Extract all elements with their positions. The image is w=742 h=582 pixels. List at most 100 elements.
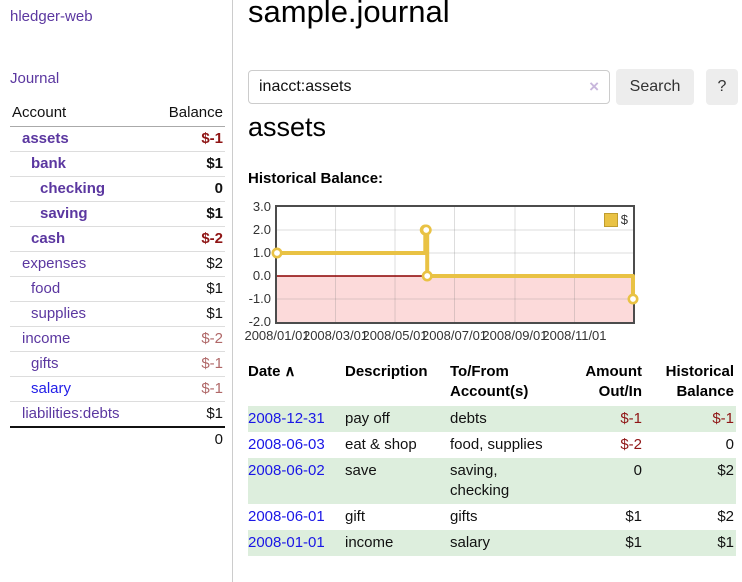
register-table: Date ∧ Description To/From Account(s) Amount… [248,360,736,556]
account-row: saving $1 [10,201,225,227]
y-axis-tick-label: 3.0 [252,199,271,214]
account-row: expenses $2 [10,251,225,277]
account-balance: $-1 [150,351,225,377]
register-row: 2008-06-01 gift gifts $1 $2 [248,504,736,530]
register-row: 2008-06-03 eat & shop food, supplies $-2 0 [248,432,736,458]
transaction-amount: $-2 [620,436,642,453]
legend-swatch-icon [603,212,618,227]
account-link-checking[interactable]: checking [40,180,106,197]
account-balance: $1 [150,201,225,227]
transaction-description: pay off [345,410,390,427]
account-balance: $1 [150,401,225,428]
account-link-salary[interactable]: salary [31,380,72,397]
search-input[interactable] [249,71,609,103]
accounts-header-account: Account [10,100,151,127]
transaction-balance: $2 [717,508,734,525]
chart-canvas [271,207,639,322]
account-heading: assets [248,112,327,142]
account-row: food $1 [10,276,225,302]
transaction-balance: 0 [725,436,734,453]
account-balance: $1 [150,301,225,327]
account-link-expenses[interactable]: expenses [22,255,87,272]
account-balance: $-1 [150,126,225,152]
account-link-supplies[interactable]: supplies [31,305,87,322]
y-axis-tick-label: 1.0 [252,245,271,260]
register-row: 2008-12-31 pay off debts $-1 $-1 [248,406,736,432]
account-row: cash $-2 [10,226,225,252]
register-header-to-from-account-s-: To/From Account(s) [450,363,529,400]
search-button[interactable]: Search [616,69,694,105]
accounts-header-balance: Balance [150,100,225,127]
register-header-amount-out-in: Amount Out/In [585,363,642,400]
y-axis-tick-label: 2.0 [252,222,271,237]
page-title: sample.journal [248,0,450,29]
account-balance: $1 [150,151,225,177]
transaction-accounts: saving, checking [450,462,510,499]
clear-search-icon[interactable]: × [589,77,599,96]
account-balance: $-1 [150,376,225,402]
transaction-balance: $1 [717,534,734,551]
brand-link[interactable]: hledger-web [10,8,93,25]
help-button[interactable]: ? [706,69,738,105]
balance-chart: $ 3.0 2.0 1.0 0.0 -1.0 -2.0 2008/01/01 2008/03/… [244,199,639,343]
account-balance: $-2 [150,226,225,252]
account-link-bank[interactable]: bank [31,155,67,172]
chart-legend: $ [603,212,628,227]
transaction-amount: $1 [625,508,642,525]
y-axis-tick-label: 0.0 [252,268,271,283]
transaction-balance: $-1 [712,410,734,427]
transaction-date-link[interactable]: 2008-06-03 [248,436,325,453]
register-header-historical-balance: Historical Balance [665,363,734,400]
transaction-date-link[interactable]: 2008-12-31 [248,410,325,427]
x-axis-tick-label: 2008/09/01 [482,328,548,343]
account-link-cash[interactable]: cash [31,230,66,247]
transaction-accounts: salary [450,534,491,551]
transaction-date-link[interactable]: 2008-01-01 [248,534,325,551]
transaction-accounts: debts [450,410,487,427]
transaction-date-link[interactable]: 2008-06-02 [248,462,325,479]
chart-title: Historical Balance: [248,170,384,187]
transaction-description: eat & shop [345,436,417,453]
x-axis-tick-label: 2008/07/01 [421,328,488,343]
transaction-amount: $-1 [620,410,642,427]
register-header-date[interactable]: Date ∧ [248,363,296,380]
account-balance: 0 [150,176,225,202]
legend-series-label: $ [620,212,628,227]
accounts-table: Account Balance assets $-1 bank $1 checking 0… [10,100,225,452]
transaction-amount: 0 [633,462,642,479]
account-link-liabilities-debts[interactable]: liabilities:debts [22,405,120,422]
account-row: assets $-1 [10,126,225,152]
account-balance: $2 [150,251,225,277]
transaction-balance: $2 [717,462,734,479]
account-link-income[interactable]: income [22,330,71,347]
transaction-amount: $1 [625,534,642,551]
account-link-food[interactable]: food [31,280,61,297]
account-row: salary $-1 [10,376,225,402]
transaction-date-link[interactable]: 2008-06-01 [248,508,325,525]
account-balance: $-2 [150,326,225,352]
x-axis-tick-label: 2008/05/01 [362,328,428,343]
account-row: liabilities:debts $1 [10,401,225,428]
nav-journal-link[interactable]: Journal [10,70,60,87]
sidebar: hledger-web Journal Account Balance asse… [0,0,233,582]
transaction-description: income [345,534,394,551]
search-box: × [248,70,610,104]
accounts-total-row: 0 [10,426,225,452]
account-link-assets[interactable]: assets [22,130,69,147]
y-axis-tick-label: -1.0 [248,291,271,306]
account-row: supplies $1 [10,301,225,327]
transaction-accounts: gifts [450,508,478,525]
transaction-description: save [345,462,377,479]
transaction-description: gift [345,508,366,525]
register-row: 2008-06-02 save saving, checking 0 $2 [248,458,736,504]
register-header-description: Description [345,363,428,380]
account-link-saving[interactable]: saving [40,205,88,222]
sort-ascending-icon: ∧ [284,363,296,380]
account-link-gifts[interactable]: gifts [31,355,59,372]
account-row: bank $1 [10,151,225,177]
x-axis-tick-label: 2008/11/01 [542,328,607,343]
register-row: 2008-01-01 income salary $1 $1 [248,530,736,556]
account-row: checking 0 [10,176,225,202]
accounts-total-value: 0 [150,426,225,452]
